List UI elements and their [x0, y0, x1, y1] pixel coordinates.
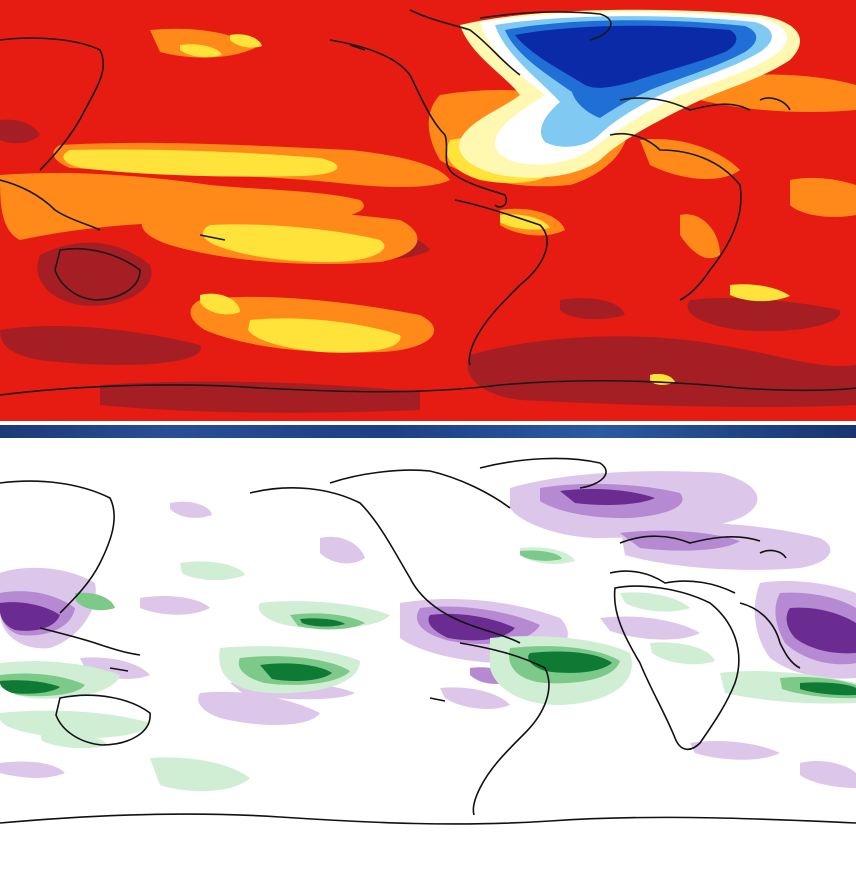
precipitation-map-svg: [0, 443, 856, 869]
precipitation-dark-green-regions: [0, 618, 856, 696]
temperature-cold-region: [459, 9, 800, 178]
panel-divider: [0, 425, 856, 438]
temperature-anomaly-map: [0, 0, 856, 421]
precipitation-coastlines: [0, 457, 856, 825]
temperature-map-svg: [0, 0, 856, 421]
precipitation-dark-purple-regions: [0, 489, 856, 654]
temperature-coastlines: [0, 9, 856, 396]
precipitation-anomaly-map: [0, 443, 856, 869]
